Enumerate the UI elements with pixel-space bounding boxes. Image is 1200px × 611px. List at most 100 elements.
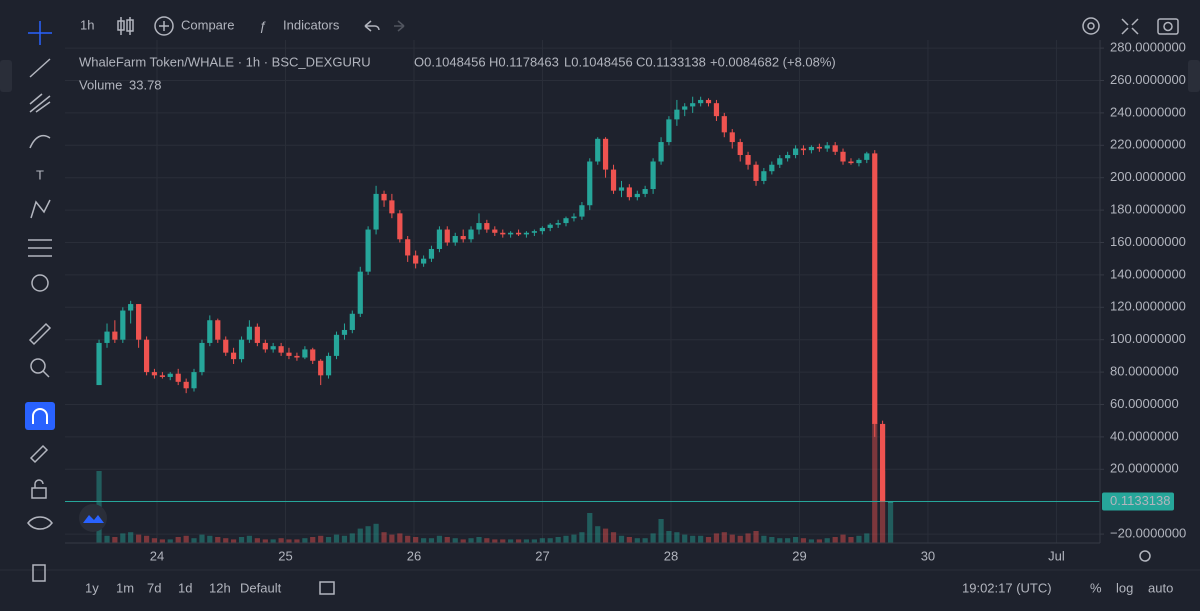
volume-bar bbox=[523, 539, 530, 543]
lock-draw-tool[interactable] bbox=[29, 444, 49, 464]
candle-body bbox=[294, 355, 300, 358]
brush-tool[interactable] bbox=[29, 134, 51, 149]
date-range-icon[interactable] bbox=[319, 581, 335, 595]
text-tool[interactable]: T bbox=[36, 167, 44, 182]
candle-body bbox=[199, 342, 205, 373]
volume-bar bbox=[674, 532, 680, 543]
crosshair-tool[interactable] bbox=[28, 21, 52, 45]
left-toolbar: T bbox=[0, 21, 1200, 582]
undo-icon[interactable] bbox=[364, 20, 380, 32]
candle-body bbox=[349, 313, 355, 330]
settings-icon[interactable] bbox=[1082, 17, 1100, 35]
indicators-button[interactable]: Indicators bbox=[283, 17, 340, 32]
fullscreen-icon[interactable] bbox=[1121, 18, 1139, 35]
redo-icon[interactable] bbox=[394, 20, 405, 32]
range-button[interactable]: 1y bbox=[85, 580, 99, 595]
candle-body bbox=[595, 138, 601, 162]
indicators-icon[interactable]: ƒ bbox=[259, 18, 266, 33]
volume-bar bbox=[879, 471, 886, 543]
volume-bar bbox=[104, 535, 110, 543]
interval-button[interactable]: 1h bbox=[80, 17, 94, 32]
y-tick-label: 280.0000000 bbox=[1110, 40, 1186, 55]
emoji-tool[interactable] bbox=[31, 274, 49, 292]
volume-bar bbox=[832, 537, 838, 543]
range-button[interactable]: 1d bbox=[178, 580, 192, 595]
compare-button[interactable]: Compare bbox=[181, 17, 234, 32]
auto-button[interactable]: auto bbox=[1148, 580, 1173, 595]
volume-bar bbox=[729, 534, 735, 543]
snapshot-lens bbox=[1163, 21, 1173, 32]
price-label-box bbox=[1102, 492, 1174, 511]
pattern-tool[interactable] bbox=[30, 199, 51, 219]
candle-body bbox=[713, 103, 720, 117]
trend-line-tool[interactable] bbox=[29, 58, 51, 78]
volume-bar bbox=[175, 537, 181, 543]
candle-body bbox=[571, 216, 577, 219]
hide-tool[interactable] bbox=[27, 516, 53, 530]
range-button[interactable]: 1m bbox=[116, 580, 134, 595]
y-tick-label: 100.0000000 bbox=[1110, 331, 1186, 346]
candle-body bbox=[705, 99, 712, 104]
ruler-tool[interactable] bbox=[28, 322, 52, 346]
candle-body bbox=[120, 310, 126, 340]
candle-body bbox=[452, 236, 458, 243]
candle-body bbox=[587, 161, 593, 206]
fib-tool[interactable] bbox=[29, 93, 51, 113]
volume-bar bbox=[230, 539, 237, 543]
lock-shackle bbox=[34, 479, 44, 488]
volume-bar bbox=[500, 539, 506, 543]
volume-bar bbox=[658, 519, 664, 543]
prediction-tool[interactable] bbox=[28, 239, 52, 257]
volume-bar bbox=[642, 538, 648, 543]
candle-body bbox=[840, 151, 846, 162]
candle-body bbox=[610, 169, 617, 191]
lock-tool[interactable] bbox=[31, 487, 47, 499]
volume-bar bbox=[753, 531, 759, 543]
candle-style-icon[interactable] bbox=[117, 17, 134, 35]
candle-body bbox=[531, 231, 537, 233]
zoom-tool[interactable] bbox=[30, 358, 46, 374]
default-button[interactable]: Default bbox=[240, 580, 282, 595]
log-button[interactable]: log bbox=[1116, 580, 1133, 595]
volume-bar bbox=[555, 537, 561, 543]
volume-bar bbox=[539, 538, 545, 543]
percent-button[interactable]: % bbox=[1090, 580, 1102, 595]
volume-bar bbox=[563, 535, 569, 543]
magnet-tool[interactable] bbox=[25, 402, 55, 430]
volume-bar bbox=[136, 534, 142, 543]
candle-body bbox=[270, 346, 276, 350]
volume-bar bbox=[159, 539, 165, 543]
volume-bar bbox=[397, 533, 403, 543]
candle-body bbox=[436, 229, 443, 249]
plot-area bbox=[65, 40, 1100, 543]
x-tick-label: 29 bbox=[792, 548, 806, 563]
volume-bar bbox=[357, 528, 363, 543]
trash-tool[interactable] bbox=[32, 564, 46, 582]
volume-bar bbox=[800, 538, 807, 543]
x-tick-label: Jul bbox=[1048, 548, 1065, 563]
candle-body bbox=[246, 326, 252, 340]
snapshot-icon[interactable] bbox=[1157, 18, 1179, 35]
volume-bar bbox=[721, 532, 727, 543]
compare-icon[interactable] bbox=[154, 16, 174, 36]
zoom-handle bbox=[42, 370, 50, 378]
range-button[interactable]: 7d bbox=[147, 580, 161, 595]
candle-body bbox=[151, 372, 158, 376]
candle-body bbox=[879, 423, 886, 502]
volume-title: Volume bbox=[79, 77, 122, 92]
volume-bar bbox=[848, 537, 854, 543]
candle-body bbox=[365, 229, 371, 272]
candle-body bbox=[381, 193, 387, 201]
volume-bar bbox=[666, 531, 672, 543]
collapse-left[interactable] bbox=[0, 60, 12, 92]
range-button[interactable]: 12h bbox=[209, 580, 231, 595]
volume-bar bbox=[824, 538, 830, 543]
candle-body bbox=[785, 155, 791, 159]
volume-bar bbox=[808, 539, 815, 543]
collapse-right[interactable] bbox=[1188, 60, 1200, 92]
volume-bar bbox=[785, 538, 791, 543]
time-axis-settings[interactable] bbox=[1139, 550, 1151, 562]
logo[interactable] bbox=[79, 504, 107, 532]
candle-body bbox=[769, 164, 775, 172]
